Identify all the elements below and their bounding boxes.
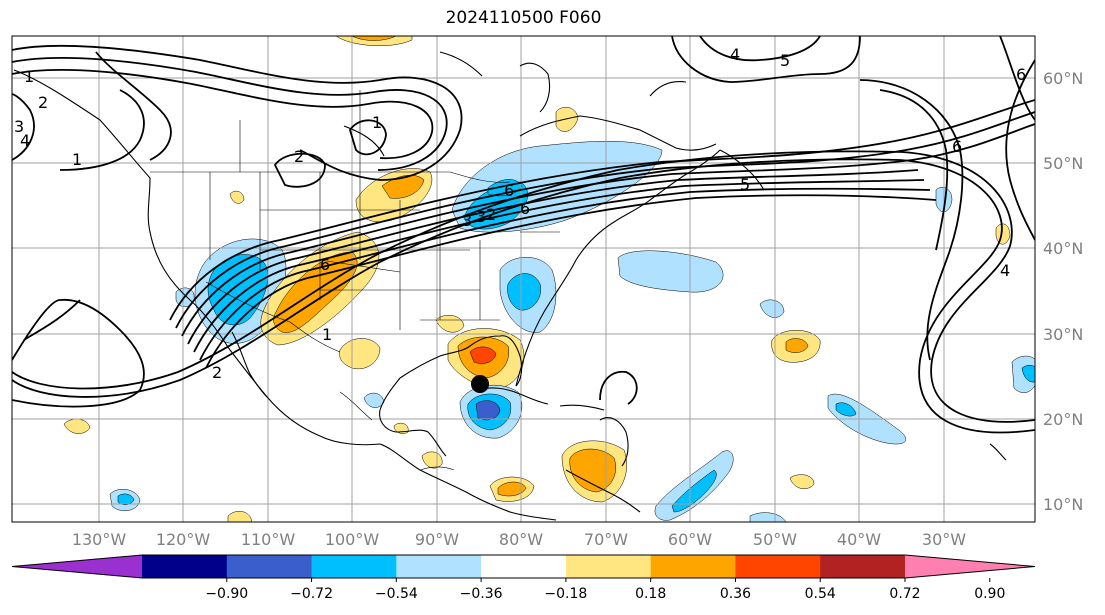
lon-tick-label: 130°W [72,530,127,549]
colorbar-segment [565,555,652,578]
latitude-labels: 60°N 50°N 40°N 30°N 20°N 10°N [1043,69,1083,514]
map-title: 2024110500 F060 [445,8,602,28]
contour-label: 6 [504,181,514,200]
contour-label: 1 [322,325,332,344]
contour-label: 2 [294,147,304,166]
colorbar-tick-labels: −0.90 −0.72 −0.54 −0.36 −0.18 0.18 0.36 0.54 0.7… [205,578,1005,602]
contour-label: 5 [740,175,750,194]
lon-tick-label: 80°W [499,530,543,549]
colorbar-segment [142,555,228,578]
anomaly-region-orange [63,418,91,434]
anomaly-region-orange [789,474,815,490]
contour-label: 1 [72,150,82,169]
anomaly-region-blue [1021,365,1035,383]
contour-label: 4 [730,45,740,64]
contour-label: 6 [1016,65,1026,84]
lon-tick-label: 90°W [415,530,459,549]
lon-tick-label: 100°W [325,530,380,549]
colorbar-segment [396,555,482,578]
colorbar-segment [226,555,313,578]
colorbar-segment [735,555,821,578]
contour-label: 6 [520,199,530,218]
lon-tick-label: 30°W [922,530,966,549]
map-frame [11,35,1036,523]
storm-center-marker [471,375,489,393]
anomaly-region-orange [569,448,616,493]
contour-label: 6 [320,255,330,274]
lat-tick-label: 50°N [1043,154,1083,173]
colorbar-tick-label: 0.54 [805,586,836,602]
anomaly-region-orange [785,338,809,353]
colorbar-tick-label: 0.36 [720,586,751,602]
anomaly-region-orange [227,510,253,522]
anomaly-region-red [469,346,497,364]
colorbar-tick-label: −0.72 [290,586,333,602]
lon-tick-label: 50°W [753,530,797,549]
contour-label: 5 [780,51,790,70]
colorbar-tick-label: −0.90 [205,586,248,602]
shading-layer [63,36,1035,522]
anomaly-region-orange [335,36,413,47]
colorbar-outline [11,554,1036,579]
colorbar-tick-label: 0.90 [974,586,1005,602]
contour-label-layer: 1 2 3 4 1 1 2 1 4 5 6 6 6 2 3 6 6 5 2 3 … [14,45,1026,382]
contour-lines [12,36,1035,434]
anomaly-region-orange [421,451,443,469]
contour-label: 4 [20,131,30,150]
anomaly-region-orange [339,338,381,370]
anomaly-region-blue [835,402,857,417]
lon-tick-label: 70°W [584,530,628,549]
colorbar-tick-label: 0.72 [889,586,920,602]
lon-tick-label: 120°W [156,530,211,549]
lat-tick-label: 20°N [1043,410,1083,429]
colorbar-tick-label: −0.36 [460,586,503,602]
contour-label: 6 [952,137,962,156]
anomaly-region-blue [671,469,717,513]
anomaly-region-orange [381,174,425,199]
contour-label: 2 [38,93,48,112]
lat-tick-label: 10°N [1043,495,1083,514]
lat-tick-label: 30°N [1043,325,1083,344]
anomaly-region-blue [759,299,785,318]
anomaly-region-blue [507,273,542,311]
contour-label: 1 [24,67,34,86]
longitude-labels: 130°W 120°W 110°W 100°W 90°W 80°W 70°W 6… [72,530,966,549]
colorbar-segment [481,555,567,578]
contour-label: 1 [372,113,382,132]
colorbar-segment [650,555,736,578]
lon-tick-label: 60°W [668,530,712,549]
lon-tick-label: 40°W [837,530,881,549]
anomaly-region-blue [749,512,787,522]
colorbar-extend-min [12,555,142,578]
colorbar [11,554,1036,579]
colorbar-segment [820,555,906,578]
lat-tick-label: 60°N [1043,69,1083,88]
contour-label: 2 [486,205,496,224]
anomaly-region-blue [617,250,724,293]
lat-tick-label: 40°N [1043,239,1083,258]
anomaly-region-blue [363,392,385,408]
anomaly-region-blue [475,400,501,421]
contour-label: 3 [14,117,24,136]
anomaly-region-orange [555,106,579,132]
colorbar-segment [311,555,397,578]
anomaly-region-orange [435,314,465,333]
anomaly-region-orange [995,223,1011,245]
contour-label: 2 [212,363,222,382]
contour-label: 4 [1000,261,1010,280]
colorbar-tick-label: 0.18 [635,586,666,602]
colorbar-tick-label: −0.18 [544,586,587,602]
colorbar-extend-max [905,555,1035,578]
contour-label: 3 [476,207,486,226]
contour-label: 3 [462,211,472,230]
coastlines [13,51,1007,521]
colorbar-tick-label: −0.54 [375,586,418,602]
anomaly-region-orange [229,190,245,204]
anomaly-region-orange [497,481,527,497]
lon-tick-label: 110°W [241,530,296,549]
